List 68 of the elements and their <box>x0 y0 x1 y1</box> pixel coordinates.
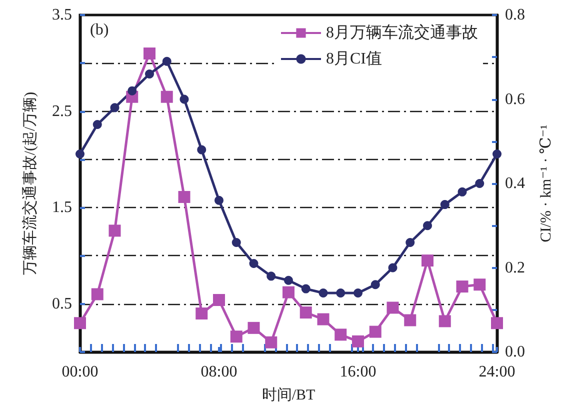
legend-label: 8月CI值 <box>326 50 382 68</box>
point <box>404 314 416 326</box>
point <box>108 224 121 237</box>
point <box>248 322 260 334</box>
point <box>128 86 137 96</box>
point <box>300 306 312 319</box>
point <box>491 317 503 330</box>
point <box>388 263 398 272</box>
point <box>456 280 468 293</box>
y-axis-title: 万辆车流交通事故/(起/万辆) <box>22 92 38 276</box>
point <box>178 190 190 203</box>
y2-axis-title: CI/% · km⁻¹ · ℃⁻¹ <box>538 124 554 242</box>
point <box>144 48 156 60</box>
x-tick-label: 08:00 <box>200 364 238 380</box>
point <box>334 328 347 341</box>
point <box>284 276 293 285</box>
point <box>458 187 467 196</box>
y-tick-label: 1.5 <box>52 199 72 216</box>
point <box>406 238 415 247</box>
point <box>352 335 364 348</box>
point <box>422 254 434 267</box>
point <box>423 221 432 230</box>
point <box>214 196 224 205</box>
y-tick-label: 0.5 <box>52 295 72 312</box>
point <box>386 302 399 314</box>
y2-tick-label: 0.4 <box>505 175 525 192</box>
x-tick-label: 24:00 <box>478 364 516 380</box>
point <box>492 150 502 159</box>
point <box>76 150 84 159</box>
y2-tick-label: 0.0 <box>505 344 525 360</box>
point <box>474 278 486 291</box>
point <box>145 69 154 78</box>
point <box>354 288 362 298</box>
point <box>301 284 310 294</box>
point <box>91 288 104 300</box>
y-tick-label: 3.5 <box>52 6 72 24</box>
point <box>230 330 242 343</box>
point <box>265 336 278 348</box>
point <box>438 315 451 328</box>
point <box>475 179 484 188</box>
point <box>213 294 225 306</box>
point <box>180 94 189 104</box>
x-axis-title: 时间/BT <box>262 386 316 404</box>
point <box>196 307 208 320</box>
y-tick-label: 2.5 <box>52 102 72 120</box>
y2-tick-label: 0.8 <box>505 6 525 24</box>
point <box>162 56 172 66</box>
annotation: (b) <box>90 22 109 38</box>
point <box>369 326 382 338</box>
point <box>232 238 241 247</box>
point <box>197 145 206 154</box>
x-tick-label: 00:00 <box>62 364 98 380</box>
legend-label: 8月万辆车流交通事故 <box>326 24 478 42</box>
point <box>110 103 120 112</box>
point <box>440 200 450 210</box>
y2-tick-label: 0.6 <box>505 90 525 108</box>
point <box>317 313 330 326</box>
point <box>336 288 346 298</box>
point <box>266 272 276 281</box>
point <box>318 288 328 298</box>
point <box>74 317 86 330</box>
point <box>370 280 380 290</box>
point <box>160 90 173 103</box>
x-tick-label: 16:00 <box>340 364 376 380</box>
y2-tick-label: 0.2 <box>505 259 525 276</box>
point <box>92 120 102 130</box>
point <box>282 286 294 298</box>
point <box>249 259 258 268</box>
